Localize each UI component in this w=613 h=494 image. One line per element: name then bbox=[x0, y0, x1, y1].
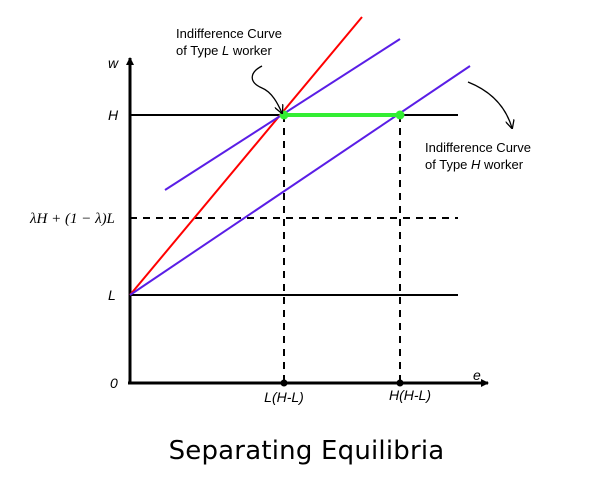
annotation-H-line1: Indifference Curve bbox=[425, 140, 531, 155]
y-tick-label-L: L bbox=[108, 287, 116, 303]
y-tick-label-pooled: λH + (1 − λ)L bbox=[29, 211, 115, 227]
x-tick-label-LHL: L(H-L) bbox=[264, 389, 304, 405]
x-tick-label-HHL: H(H-L) bbox=[389, 387, 431, 403]
annotation-arrow-H bbox=[467, 81, 512, 128]
y-tick-label-H: H bbox=[108, 107, 119, 123]
equilibrium-point-H bbox=[395, 110, 405, 120]
annotation-L-line2: of Type L worker bbox=[176, 43, 273, 58]
y-axis-label: w bbox=[108, 55, 119, 71]
x-axis-label: e bbox=[473, 367, 481, 383]
x-tick-dot-LHL bbox=[280, 379, 288, 387]
origin-label: 0 bbox=[110, 375, 118, 391]
annotation-H-line2: of Type H worker bbox=[425, 157, 524, 172]
annotation-L-line1: Indifference Curve bbox=[176, 26, 282, 41]
indifference-curve-type-H bbox=[129, 65, 471, 296]
type-L-steep-line bbox=[129, 16, 363, 296]
annotation-arrow-L bbox=[251, 65, 282, 113]
x-tick-dot-HHL bbox=[396, 379, 404, 387]
slide-caption: Separating Equilibria bbox=[168, 436, 445, 466]
